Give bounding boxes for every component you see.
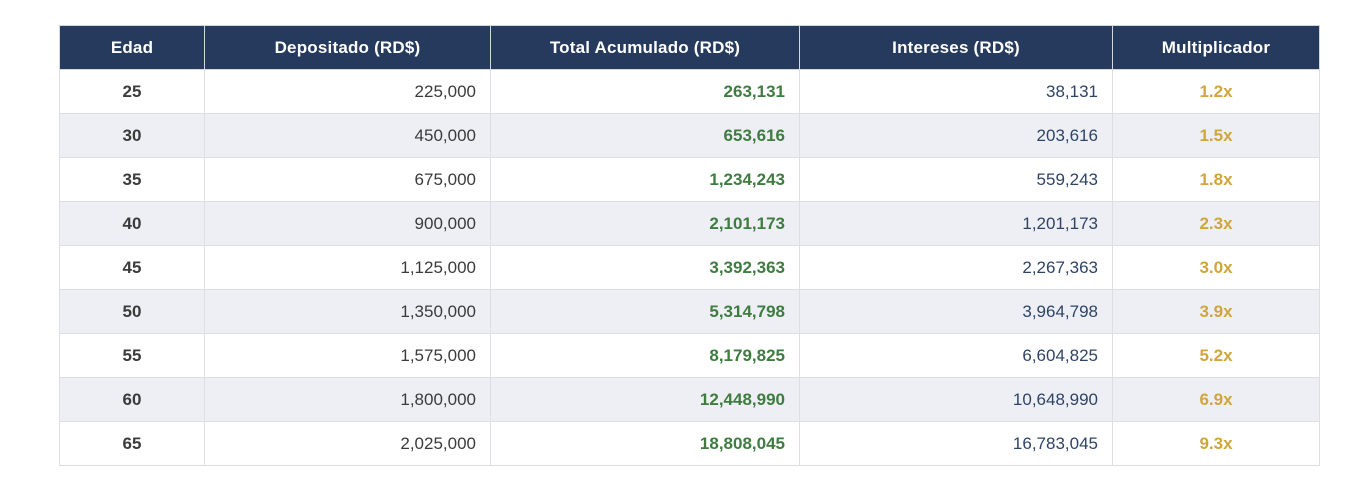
cell-edad: 30 bbox=[59, 113, 205, 158]
cell-multiplicador: 3.0x bbox=[1112, 245, 1320, 290]
cell-edad: 55 bbox=[59, 333, 205, 378]
cell-depositado: 1,125,000 bbox=[204, 245, 491, 290]
table-row: 30 450,000 653,616 203,616 1.5x bbox=[59, 113, 1320, 158]
cell-total: 18,808,045 bbox=[490, 421, 800, 466]
cell-depositado: 1,575,000 bbox=[204, 333, 491, 378]
table-header: Edad Depositado (RD$) Total Acumulado (RD$… bbox=[59, 25, 1320, 70]
cell-intereses: 559,243 bbox=[799, 157, 1113, 202]
column-header-intereses: Intereses (RD$) bbox=[799, 25, 1113, 70]
column-header-multiplicador: Multiplicador bbox=[1112, 25, 1320, 70]
cell-depositado: 2,025,000 bbox=[204, 421, 491, 466]
table-row: 50 1,350,000 5,314,798 3,964,798 3.9x bbox=[59, 289, 1320, 334]
cell-total: 653,616 bbox=[490, 113, 800, 158]
cell-total: 5,314,798 bbox=[490, 289, 800, 334]
savings-projection-table: Edad Depositado (RD$) Total Acumulado (RD$… bbox=[59, 25, 1320, 466]
cell-total: 8,179,825 bbox=[490, 333, 800, 378]
cell-edad: 40 bbox=[59, 201, 205, 246]
cell-edad: 35 bbox=[59, 157, 205, 202]
column-header-edad: Edad bbox=[59, 25, 205, 70]
cell-edad: 50 bbox=[59, 289, 205, 334]
cell-total: 3,392,363 bbox=[490, 245, 800, 290]
cell-total: 2,101,173 bbox=[490, 201, 800, 246]
cell-total: 263,131 bbox=[490, 69, 800, 114]
cell-edad: 25 bbox=[59, 69, 205, 114]
cell-multiplicador: 5.2x bbox=[1112, 333, 1320, 378]
cell-multiplicador: 9.3x bbox=[1112, 421, 1320, 466]
table-row: 45 1,125,000 3,392,363 2,267,363 3.0x bbox=[59, 245, 1320, 290]
cell-total: 12,448,990 bbox=[490, 377, 800, 422]
cell-intereses: 203,616 bbox=[799, 113, 1113, 158]
column-header-depositado: Depositado (RD$) bbox=[204, 25, 491, 70]
cell-depositado: 900,000 bbox=[204, 201, 491, 246]
cell-depositado: 450,000 bbox=[204, 113, 491, 158]
cell-depositado: 1,800,000 bbox=[204, 377, 491, 422]
cell-intereses: 10,648,990 bbox=[799, 377, 1113, 422]
cell-multiplicador: 2.3x bbox=[1112, 201, 1320, 246]
cell-total: 1,234,243 bbox=[490, 157, 800, 202]
table-header-row: Edad Depositado (RD$) Total Acumulado (RD$… bbox=[59, 25, 1320, 70]
cell-intereses: 3,964,798 bbox=[799, 289, 1113, 334]
cell-edad: 65 bbox=[59, 421, 205, 466]
cell-multiplicador: 1.2x bbox=[1112, 69, 1320, 114]
table-row: 35 675,000 1,234,243 559,243 1.8x bbox=[59, 157, 1320, 202]
cell-intereses: 38,131 bbox=[799, 69, 1113, 114]
table-row: 25 225,000 263,131 38,131 1.2x bbox=[59, 69, 1320, 114]
table-row: 60 1,800,000 12,448,990 10,648,990 6.9x bbox=[59, 377, 1320, 422]
cell-multiplicador: 6.9x bbox=[1112, 377, 1320, 422]
cell-intereses: 1,201,173 bbox=[799, 201, 1113, 246]
cell-depositado: 225,000 bbox=[204, 69, 491, 114]
cell-multiplicador: 1.5x bbox=[1112, 113, 1320, 158]
cell-depositado: 675,000 bbox=[204, 157, 491, 202]
cell-multiplicador: 3.9x bbox=[1112, 289, 1320, 334]
table-row: 55 1,575,000 8,179,825 6,604,825 5.2x bbox=[59, 333, 1320, 378]
cell-edad: 45 bbox=[59, 245, 205, 290]
table-row: 40 900,000 2,101,173 1,201,173 2.3x bbox=[59, 201, 1320, 246]
cell-edad: 60 bbox=[59, 377, 205, 422]
cell-intereses: 16,783,045 bbox=[799, 421, 1113, 466]
table-body: 25 225,000 263,131 38,131 1.2x 30 450,000 653,6… bbox=[59, 69, 1320, 466]
cell-depositado: 1,350,000 bbox=[204, 289, 491, 334]
table-row: 65 2,025,000 18,808,045 16,783,045 9.3x bbox=[59, 421, 1320, 466]
column-header-total: Total Acumulado (RD$) bbox=[490, 25, 800, 70]
cell-multiplicador: 1.8x bbox=[1112, 157, 1320, 202]
cell-intereses: 6,604,825 bbox=[799, 333, 1113, 378]
cell-intereses: 2,267,363 bbox=[799, 245, 1113, 290]
